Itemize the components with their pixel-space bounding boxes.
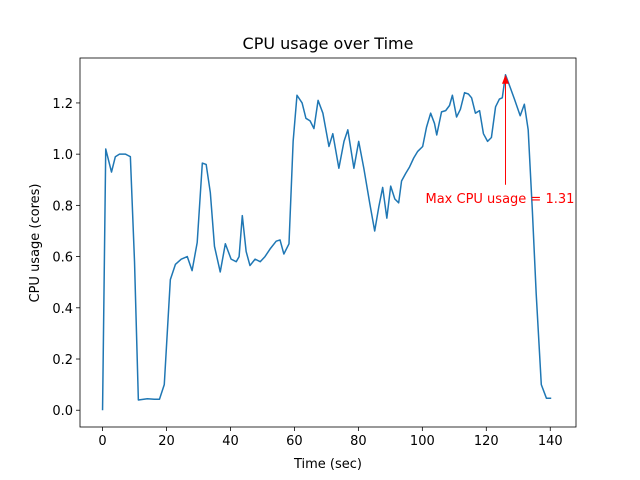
y-tick-label: 1.2 — [52, 97, 73, 112]
x-tick-label: 100 — [410, 434, 435, 449]
x-tick-label: 80 — [350, 434, 367, 449]
x-tick-label: 20 — [158, 434, 175, 449]
x-tick-label: 0 — [98, 434, 106, 449]
y-tick-label: 0.2 — [52, 353, 73, 368]
y-tick-label: 0.8 — [52, 199, 73, 214]
y-axis-label: CPU usage (cores) — [28, 184, 43, 303]
y-tick-label: 0.4 — [52, 302, 73, 317]
x-tick-label: 60 — [286, 434, 303, 449]
y-tick-label: 0.6 — [52, 251, 73, 266]
y-tick-label: 1.0 — [52, 148, 73, 163]
chart-title: CPU usage over Time — [243, 34, 414, 53]
y-tick-label: 0.0 — [52, 404, 73, 419]
annotation-text: Max CPU usage = 1.31 — [425, 192, 574, 207]
x-axis-label: Time (sec) — [293, 457, 362, 472]
line — [101, 74, 552, 411]
annotation-arrowhead — [501, 74, 509, 84]
x-tick-label: 40 — [222, 434, 239, 449]
plot-frame — [79, 57, 577, 428]
x-tick-label: 120 — [474, 434, 499, 449]
x-tick-label: 140 — [538, 434, 563, 449]
